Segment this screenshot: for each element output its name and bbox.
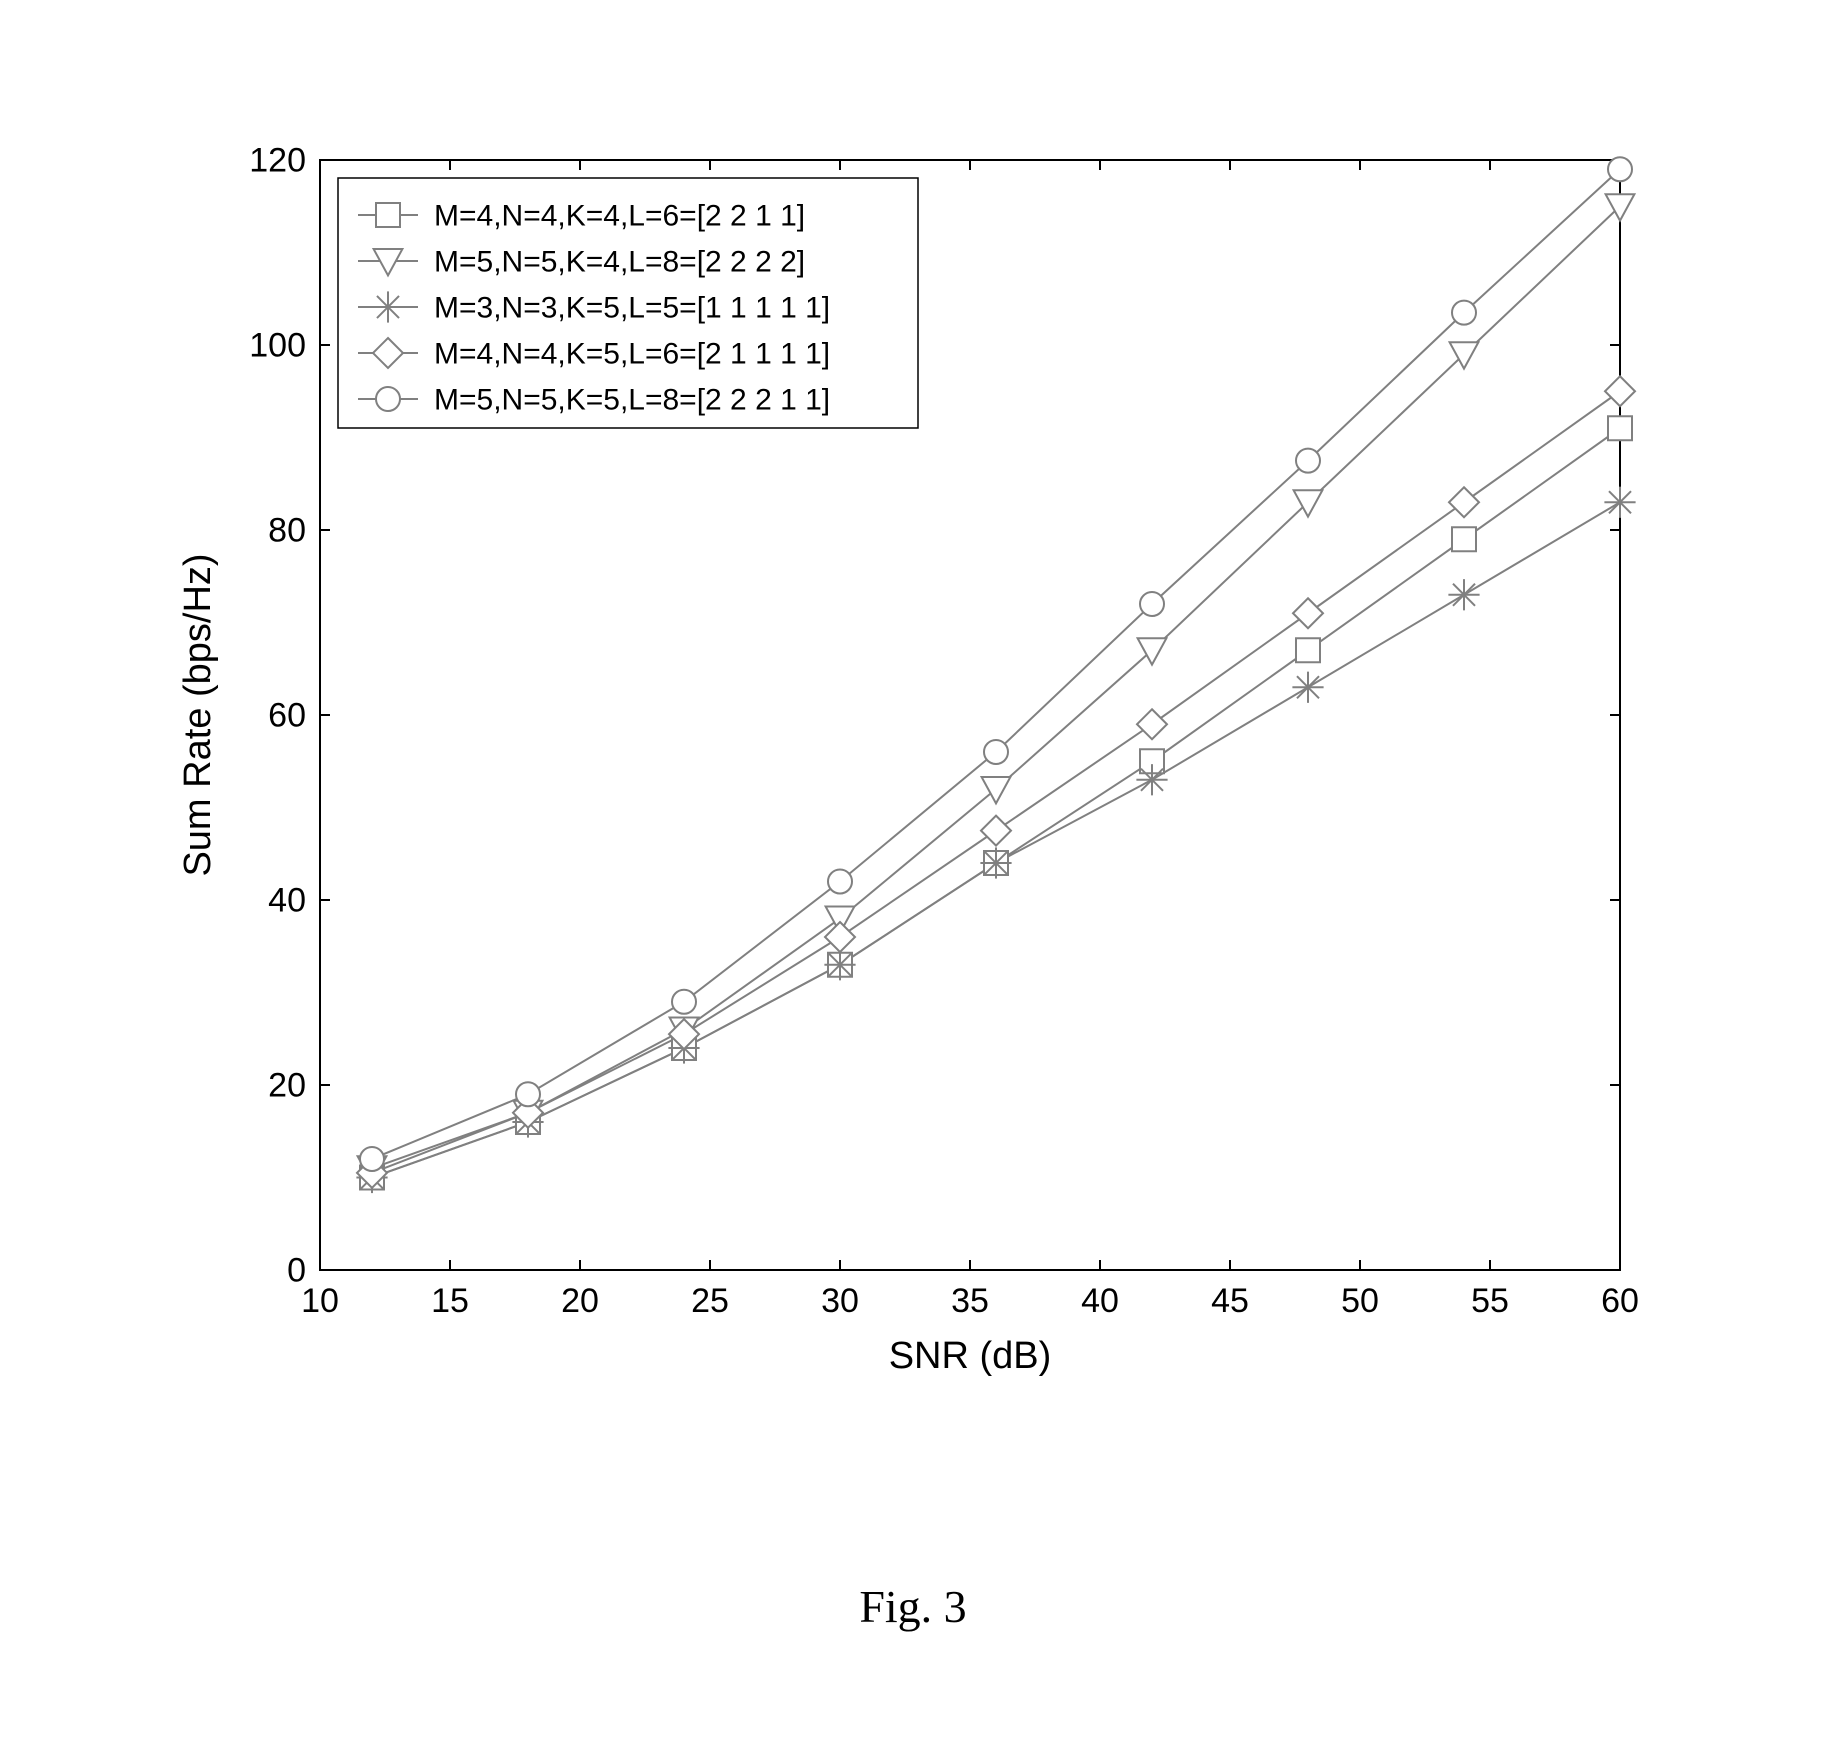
x-tick-label: 45 xyxy=(1211,1282,1249,1320)
y-tick-label: 100 xyxy=(249,326,306,364)
y-tick-label: 20 xyxy=(268,1066,306,1104)
x-axis-label: SNR (dB) xyxy=(889,1335,1052,1377)
legend-label: M=5,N=5,K=4,L=8=[2 2 2 2] xyxy=(434,246,805,279)
legend-label: M=4,N=4,K=5,L=6=[2 1 1 1 1] xyxy=(434,338,830,371)
legend-label: M=4,N=4,K=4,L=6=[2 2 1 1] xyxy=(434,200,805,233)
sum-rate-chart: 10 15 20 25 30 35 40 45 50 55 60 0 20 40 60 80 100 120 SNR… xyxy=(120,120,1680,1470)
y-tick-label: 60 xyxy=(268,696,306,734)
legend: M=4,N=4,K=4,L=6=[2 2 1 1] M=5,N=5,K=4,L=8… xyxy=(338,178,918,428)
figure-caption: Fig. 3 xyxy=(0,1580,1826,1633)
x-tick-label: 30 xyxy=(821,1282,859,1320)
x-tick-label: 10 xyxy=(301,1282,339,1320)
x-tick-label: 50 xyxy=(1341,1282,1379,1320)
page: 10 15 20 25 30 35 40 45 50 55 60 0 20 40 60 80 100 120 SNR… xyxy=(0,0,1826,1762)
y-tick-label: 120 xyxy=(249,141,306,179)
y-axis-label: Sum Rate (bps/Hz) xyxy=(177,553,219,876)
x-tick-label: 25 xyxy=(691,1282,729,1320)
y-tick-label: 40 xyxy=(268,881,306,919)
y-tick-label: 80 xyxy=(268,511,306,549)
x-tick-label: 60 xyxy=(1601,1282,1639,1320)
x-tick-label: 20 xyxy=(561,1282,599,1320)
x-tick-label: 40 xyxy=(1081,1282,1119,1320)
y-tick-label: 0 xyxy=(287,1251,306,1289)
legend-label: M=3,N=3,K=5,L=5=[1 1 1 1 1] xyxy=(434,292,830,325)
legend-label: M=5,N=5,K=5,L=8=[2 2 2 1 1] xyxy=(434,384,830,417)
x-tick-label: 35 xyxy=(951,1282,989,1320)
x-tick-label: 55 xyxy=(1471,1282,1509,1320)
x-tick-label: 15 xyxy=(431,1282,469,1320)
